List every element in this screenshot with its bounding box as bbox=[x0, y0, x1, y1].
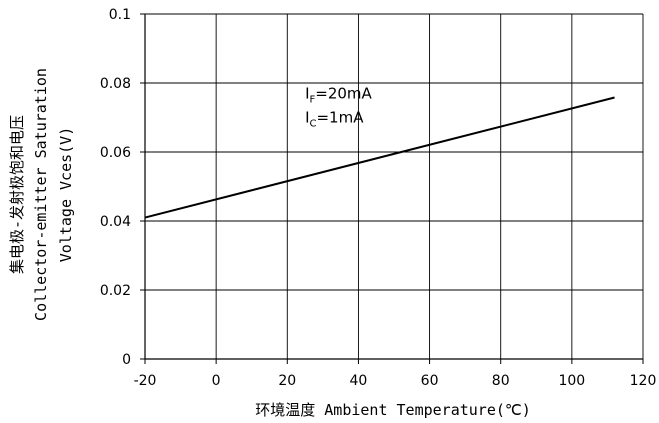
x-tick-label: 120 bbox=[630, 373, 657, 389]
axes bbox=[140, 13, 644, 364]
y-axis-title-line: Collector-emitter Saturation bbox=[32, 68, 50, 321]
y-tick-label: 0.08 bbox=[100, 76, 131, 92]
y-tick-label: 0.02 bbox=[100, 283, 131, 299]
grid bbox=[145, 13, 644, 359]
annotations: IF=20mA IC=1mA bbox=[305, 85, 372, 130]
x-tick-label: -20 bbox=[134, 373, 157, 389]
x-tick-label: 60 bbox=[421, 373, 439, 389]
x-tick-label: 100 bbox=[558, 373, 585, 389]
x-tick-label: 80 bbox=[492, 373, 510, 389]
x-tick-label: 0 bbox=[212, 373, 221, 389]
x-tick-label: 40 bbox=[350, 373, 368, 389]
y-tick-label: 0 bbox=[122, 352, 131, 368]
y-axis-title: 集电极-发射极饱和电压 Collector-emitter Saturation V… bbox=[8, 68, 75, 321]
y-tick-label: 0.06 bbox=[100, 145, 131, 161]
y-axis-title-line: 集电极-发射极饱和电压 bbox=[8, 115, 26, 274]
x-tick-label: 20 bbox=[278, 373, 296, 389]
series-line bbox=[144, 96, 615, 219]
annotation-label: IC=1mA bbox=[305, 109, 364, 130]
x-axis-title: 环境温度 Ambient Temperature(℃) bbox=[255, 401, 531, 419]
y-tick-label: 0.1 bbox=[109, 7, 131, 23]
y-axis-title-line: Voltage Vces(V) bbox=[57, 127, 75, 262]
y-tick-label: 0.04 bbox=[100, 214, 131, 230]
annotation-label: IF=20mA bbox=[305, 85, 372, 106]
series bbox=[144, 96, 615, 219]
